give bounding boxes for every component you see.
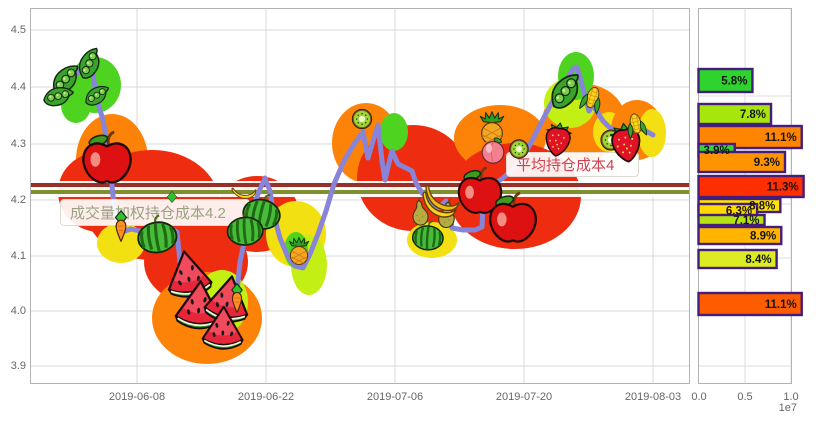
volume-axis-tick-label: 0.0 xyxy=(691,391,707,403)
volume-bar xyxy=(697,197,782,214)
x-axis-tick-label: 2019-08-03 xyxy=(624,391,682,403)
volume-bar-label: 8.4% xyxy=(745,254,771,266)
volume-bubble xyxy=(332,103,400,183)
slice-icon xyxy=(161,246,215,302)
watermelon-icon xyxy=(410,218,446,253)
volume-bubble xyxy=(638,109,666,157)
x-axis-tick-label: 2019-06-22 xyxy=(237,391,295,403)
apple-icon xyxy=(81,130,133,184)
average-holding-cost-line xyxy=(30,183,690,187)
slice-icon xyxy=(201,305,245,351)
x-axis-tick-label: 2019-06-08 xyxy=(108,391,166,403)
volume-bar-label: 11.1% xyxy=(765,132,797,144)
volume-axis-tick-label: 1.0 xyxy=(783,391,799,403)
x-axis-tick-label: 2019-07-20 xyxy=(495,391,553,403)
pear-icon xyxy=(410,196,430,227)
pineapple-icon xyxy=(288,236,310,266)
kiwi-icon xyxy=(351,108,373,130)
volume-bubble xyxy=(152,272,262,364)
volume-bar-label: 7.1% xyxy=(733,215,759,227)
volume-bar xyxy=(697,225,783,246)
volume-bar xyxy=(697,174,805,199)
volume-bubble xyxy=(357,125,469,231)
slice-icon xyxy=(201,271,255,327)
volume-bubble xyxy=(558,52,594,100)
x-axis-tick-label: 2019-07-06 xyxy=(366,391,424,403)
y-axis-tick-label: 3.9 xyxy=(10,360,26,372)
corn-icon xyxy=(578,84,606,115)
volume-plot-border xyxy=(698,8,792,384)
volume-bubble xyxy=(69,57,121,113)
volume-bar xyxy=(697,150,787,174)
y-axis-tick-label: 4.3 xyxy=(10,138,26,150)
volume-bar-label: 5.8% xyxy=(721,76,747,88)
vwap-cost-annotation: 成交量加权持仓成本4.2 xyxy=(60,199,250,226)
y-axis-tick-label: 4.1 xyxy=(10,250,26,262)
y-axis-tick-label: 4.5 xyxy=(10,24,26,36)
volume-bar xyxy=(697,202,759,219)
volume-bubble xyxy=(593,112,625,152)
y-axis-tick-label: 4.2 xyxy=(10,194,26,206)
price-line xyxy=(55,55,656,340)
volume-bar xyxy=(697,102,773,126)
volume-bar xyxy=(697,67,754,94)
volume-axis-unit-label: 1e7 xyxy=(778,402,797,414)
apple-icon xyxy=(457,166,503,215)
y-axis-tick-label: 4.0 xyxy=(10,305,26,317)
kiwi-icon xyxy=(600,129,622,151)
volume-bubble xyxy=(291,235,327,295)
slice-icon xyxy=(173,278,225,332)
volume-bar xyxy=(697,142,736,158)
vwap-holding-cost-line xyxy=(30,190,690,194)
volume-bubble xyxy=(542,84,626,160)
volume-bar-label: 3.9% xyxy=(704,145,730,157)
volume-bar-label: 8.9% xyxy=(750,231,776,243)
pea-icon xyxy=(83,84,112,107)
volume-bar-label: 11.1% xyxy=(765,299,797,311)
pineapple-icon xyxy=(479,111,505,145)
pear-icon xyxy=(437,197,457,229)
volume-bubble xyxy=(544,78,596,128)
volume-bar-label: 7.8% xyxy=(740,109,766,121)
volume-bar-label: 6.3% xyxy=(726,206,752,218)
volume-bar xyxy=(697,124,803,150)
volume-bar-label: 9.3% xyxy=(754,157,780,169)
volume-bubble xyxy=(61,87,91,123)
volume-bubble xyxy=(144,220,248,304)
main-plot-border xyxy=(30,8,690,384)
volume-axis-tick-label: 0.5 xyxy=(737,391,753,403)
volume-bubble xyxy=(380,113,408,151)
volume-bar xyxy=(697,213,766,227)
carrot-icon xyxy=(231,283,243,313)
apple-icon xyxy=(488,191,538,243)
average-cost-annotation: 平均持仓成本4 xyxy=(506,152,639,177)
volume-bar xyxy=(697,248,778,270)
pea-icon xyxy=(42,84,75,109)
corn-icon xyxy=(624,111,648,140)
cost-line-backing xyxy=(30,181,690,197)
pea-icon xyxy=(543,70,590,113)
y-axis-tick-label: 4.4 xyxy=(10,81,26,93)
pea-icon xyxy=(71,45,109,82)
volume-bar xyxy=(697,291,803,317)
volume-bubble xyxy=(154,232,186,284)
volume-bubble xyxy=(284,232,308,268)
bananas-icon xyxy=(420,180,462,222)
volume-bar-label: 8.8% xyxy=(749,201,775,213)
volume-bubble xyxy=(407,222,457,258)
volume-bubble xyxy=(97,223,145,263)
volume-bubble xyxy=(76,114,148,206)
volume-bubble xyxy=(266,201,326,267)
volume-bubble xyxy=(196,270,248,334)
peach-icon xyxy=(481,136,505,164)
pea-icon xyxy=(46,62,86,97)
volume-bar-label: 11.3% xyxy=(767,182,799,194)
volume-bubble xyxy=(611,100,663,160)
